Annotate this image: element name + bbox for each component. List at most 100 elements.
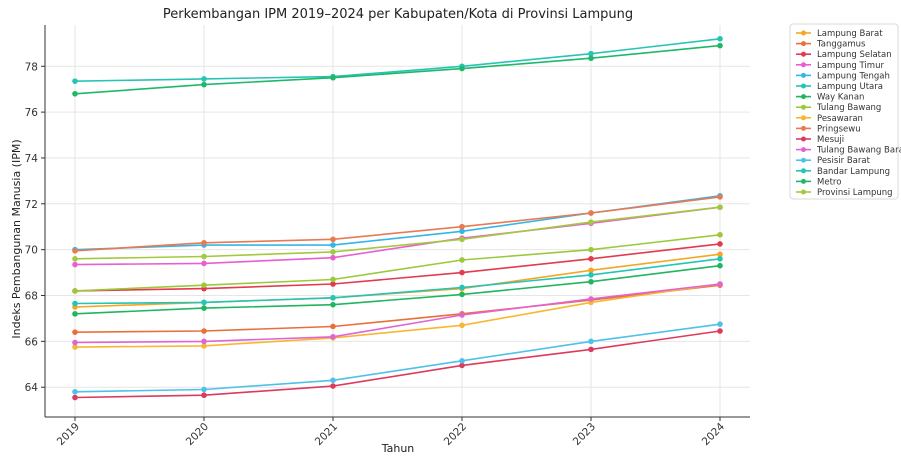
legend-label: Pringsewu xyxy=(817,124,861,134)
data-point xyxy=(588,50,594,57)
data-point xyxy=(588,246,594,253)
data-point xyxy=(588,210,594,216)
legend-marker xyxy=(801,62,806,68)
y-tick-label: 64 xyxy=(25,382,39,394)
data-point xyxy=(717,256,723,262)
series-line xyxy=(74,283,721,344)
data-point xyxy=(330,276,336,283)
x-tick-label: 2024 xyxy=(700,420,728,448)
legend-entry: Lampung Timur xyxy=(796,61,884,71)
series-provinsi-lampung xyxy=(72,204,723,262)
data-point xyxy=(72,248,78,254)
data-point xyxy=(72,329,78,335)
data-point xyxy=(201,392,207,399)
legend-marker xyxy=(801,115,806,121)
legend-label: Provinsi Lampung xyxy=(817,188,893,198)
data-point xyxy=(330,281,336,287)
series-line xyxy=(74,284,721,333)
data-point xyxy=(588,346,594,353)
data-point xyxy=(330,236,336,243)
series-line xyxy=(74,44,721,95)
grid-layer xyxy=(45,25,750,417)
data-point xyxy=(72,339,78,346)
data-point xyxy=(330,383,336,389)
data-point xyxy=(459,223,465,230)
data-point xyxy=(201,386,207,393)
data-point xyxy=(459,284,465,291)
legend-marker xyxy=(801,136,806,142)
x-tick-label: 2020 xyxy=(184,421,211,448)
legend-label: Lampung Utara xyxy=(817,82,883,92)
data-point xyxy=(717,231,723,238)
data-point xyxy=(330,254,336,261)
data-point xyxy=(72,394,78,401)
data-point xyxy=(201,239,207,246)
series-mesuji xyxy=(72,328,723,401)
data-point xyxy=(459,65,465,72)
series-pringsewu xyxy=(72,194,723,254)
legend-label: Lampung Barat xyxy=(817,29,883,39)
data-point xyxy=(717,321,723,327)
data-point xyxy=(717,262,723,269)
x-tick-label: 2021 xyxy=(313,421,340,448)
y-tick-label: 76 xyxy=(25,107,39,119)
data-point xyxy=(717,194,723,200)
series-lampung-selatan xyxy=(72,241,723,294)
data-point xyxy=(330,301,336,308)
legend-label: Pesisir Barat xyxy=(817,156,871,166)
legend-label: Bandar Lampung xyxy=(817,167,890,177)
data-point xyxy=(330,333,336,340)
data-point xyxy=(72,256,78,262)
series-bandar-lampung xyxy=(72,35,723,84)
data-point xyxy=(717,281,723,287)
data-point xyxy=(72,344,78,350)
data-point xyxy=(201,343,207,349)
y-tick-label: 74 xyxy=(25,153,39,165)
data-point xyxy=(201,305,207,311)
series-line xyxy=(74,258,721,305)
data-point xyxy=(459,312,465,318)
data-point xyxy=(459,257,465,263)
legend-marker xyxy=(801,94,806,100)
series-line xyxy=(74,323,721,393)
data-point xyxy=(72,300,78,307)
legend-entry: Pesisir Barat xyxy=(796,156,871,166)
data-point xyxy=(330,242,336,248)
data-point xyxy=(72,261,78,268)
y-tick-label: 66 xyxy=(25,336,39,348)
series-line xyxy=(74,264,721,315)
data-point xyxy=(72,288,78,294)
legend-marker xyxy=(801,30,806,36)
series-pesisir-barat xyxy=(72,321,723,395)
data-point xyxy=(201,282,207,288)
legend-entry: Tulang Bawang Barat xyxy=(796,146,901,156)
legend-marker xyxy=(801,41,806,47)
data-point xyxy=(459,236,465,243)
legend-label: Tulang Bawang xyxy=(816,103,881,113)
x-tick-label: 2019 xyxy=(55,421,82,448)
data-point xyxy=(717,328,723,334)
series-line xyxy=(74,206,721,260)
y-tick-label: 68 xyxy=(25,291,38,303)
data-point xyxy=(459,322,465,329)
data-point xyxy=(588,272,594,278)
legend-entry: Tanggamus xyxy=(796,40,866,50)
legend-entry: Lampung Utara xyxy=(796,82,883,92)
data-point xyxy=(588,278,594,285)
data-point xyxy=(588,55,594,62)
series-line xyxy=(74,206,721,266)
data-point xyxy=(588,219,594,225)
x-axis-title: Tahun xyxy=(381,442,415,455)
data-point xyxy=(330,249,336,255)
data-point xyxy=(330,377,336,384)
legend-marker xyxy=(801,72,806,78)
legend-marker xyxy=(801,125,806,131)
legend-label: Tulang Bawang Barat xyxy=(816,146,901,156)
data-point xyxy=(201,76,207,82)
legend-entry: Provinsi Lampung xyxy=(796,188,893,198)
data-point xyxy=(201,253,207,260)
series-layer xyxy=(72,35,723,401)
